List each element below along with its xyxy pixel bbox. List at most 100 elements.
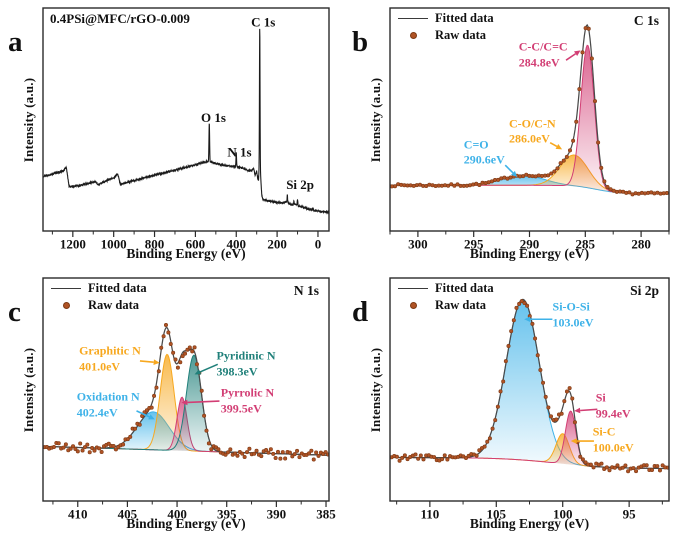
sample-name-label: 0.4PSi@MFC/rGO-0.009 (50, 11, 190, 26)
x-tick-label: 100 (553, 507, 573, 522)
x-tick-label: 1200 (60, 237, 86, 252)
x-tick-label: 295 (464, 237, 484, 252)
fitted-line-icon (398, 287, 428, 289)
fit-component-fill (390, 45, 669, 194)
panel-letter-d: d (352, 296, 369, 328)
peak-label: N 1s (227, 144, 251, 159)
annotation-arrowhead (148, 414, 155, 420)
legend-fitted-row: Fitted data (398, 11, 494, 25)
raw-data-series (43, 322, 329, 462)
panel-letter-b: b (352, 26, 369, 58)
legend: Fitted data Raw data (51, 281, 147, 312)
peak-label: C 1s (251, 15, 275, 30)
plot-region (43, 28, 329, 215)
x-tick-label: 405 (118, 507, 138, 522)
x-axis-label: Binding Energy (eV) (126, 246, 246, 261)
legend-raw-label: Raw data (435, 27, 487, 42)
fitted-line-icon (51, 287, 81, 289)
legend-fitted-label: Fitted data (435, 10, 494, 25)
panel-d-si2p: 110 105 100 95 d Intensity (a.u.) Binding E… (338, 270, 677, 541)
annotation-arrow (549, 141, 558, 148)
x-tick-label: 110 (420, 507, 439, 522)
legend-raw-row: Raw data (398, 298, 494, 312)
annotation-arrow (504, 164, 514, 174)
annotation-arrowhead (524, 316, 531, 323)
panel-a-survey: 1200 1000 800 600 400 200 0 C 1s O 1s N 1s Si 2p a… (0, 0, 338, 270)
x-tick-label: 95 (623, 507, 637, 522)
panel-b-c1s: 300 295 290 285 280 b Intensity (a.u.) Bindi… (338, 0, 677, 270)
annotation-arrow (139, 360, 154, 363)
region-label-si2p: Si 2p (630, 283, 659, 298)
fit-component-fill (390, 175, 669, 194)
x-tick-label: 1000 (101, 237, 127, 252)
annotation-arrowhead (555, 144, 563, 150)
x-axis-ticks (52, 501, 327, 507)
panel-c-n1s: 410 405 400 395 390 385 c Intensity (a.u.) Bi… (0, 270, 338, 541)
annotation-arrowhead (181, 399, 188, 406)
raw-data-dot-icon (409, 301, 417, 309)
annotation-arrow (187, 400, 220, 404)
survey-plot-canvas: 1200 1000 800 600 400 200 0 C 1s O 1s N 1s Si 2p (42, 7, 330, 252)
raw-data-series (390, 299, 669, 474)
x-tick-label: 800 (145, 237, 165, 252)
annotation-arrowhead (194, 369, 202, 375)
plot-border (389, 7, 670, 232)
x-tick-label: 400 (167, 507, 187, 522)
fitted-envelope-curve (390, 23, 669, 195)
annotation-arrowhead (574, 50, 581, 57)
x-tick-label: 400 (227, 237, 247, 252)
y-axis-label: Intensity (a.u.) (368, 347, 383, 432)
x-tick-label: 410 (68, 507, 88, 522)
fit-component-fill (390, 299, 669, 469)
x-tick-label: 300 (408, 237, 428, 252)
si2p-plot-canvas: 110 105 100 95 (389, 277, 670, 522)
annotation-arrow (136, 410, 150, 418)
annotation-arrowhead (510, 170, 518, 178)
legend-raw-label: Raw data (435, 297, 487, 312)
annotation-arrowhead (570, 438, 577, 444)
raw-data-dot-icon (409, 31, 417, 39)
y-axis-label: Intensity (a.u.) (368, 77, 383, 162)
x-axis-label: Binding Energy (eV) (469, 246, 590, 261)
x-tick-label: 285 (576, 237, 596, 252)
raw-data-series (390, 26, 669, 197)
fit-component-curve (390, 44, 669, 195)
plot-region (390, 23, 669, 197)
legend-fitted-label: Fitted data (88, 280, 147, 295)
legend: Fitted data Raw data (398, 11, 494, 42)
x-tick-label: 390 (267, 507, 287, 522)
x-axis-label: Binding Energy (eV) (469, 516, 590, 531)
peak-label: Si 2p (286, 177, 314, 192)
x-tick-label: 290 (520, 237, 540, 252)
panel-letter-a: a (8, 26, 23, 58)
x-tick-label: 0 (315, 237, 322, 252)
legend-fitted-row: Fitted data (398, 281, 494, 295)
legend-fitted-label: Fitted data (435, 280, 494, 295)
plot-border (42, 277, 330, 502)
annotation-arrow (580, 408, 598, 412)
annotation-arrowhead (574, 407, 581, 414)
x-tick-label: 600 (186, 237, 206, 252)
legend: Fitted data Raw data (398, 281, 494, 312)
x-tick-label: 385 (316, 507, 336, 522)
region-label-c1s: C 1s (633, 13, 659, 28)
y-axis-label: Intensity (a.u.) (21, 77, 36, 162)
x-tick-label: 105 (487, 507, 507, 522)
raw-data-dot-icon (62, 301, 70, 309)
y-axis-label: Intensity (a.u.) (21, 347, 36, 432)
n1s-plot-canvas: 410 405 400 395 390 385 (42, 277, 336, 522)
legend-fitted-row: Fitted data (51, 281, 147, 295)
plot-region (43, 322, 329, 462)
x-tick-label: 200 (267, 237, 287, 252)
x-tick-label: 280 (631, 237, 651, 252)
legend-raw-label: Raw data (88, 297, 140, 312)
peak-label: O 1s (201, 110, 226, 125)
legend-raw-row: Raw data (398, 28, 494, 42)
survey-spectrum-line (43, 28, 329, 215)
panel-letter-c: c (8, 296, 21, 328)
x-tick-label: 395 (217, 507, 237, 522)
c1s-plot-canvas: 300 295 290 285 280 (389, 7, 670, 252)
legend-raw-row: Raw data (51, 298, 147, 312)
fit-component-fill (43, 355, 329, 456)
annotation-arrow (199, 363, 219, 373)
